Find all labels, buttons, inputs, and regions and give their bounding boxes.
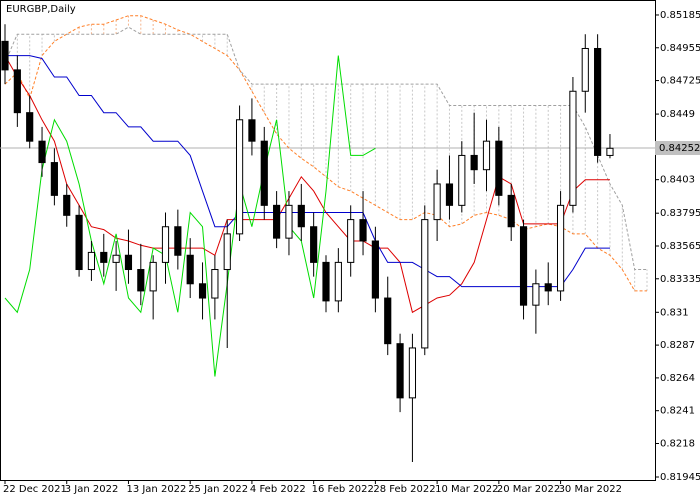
candle-body: [606, 147, 614, 156]
y-tick-label: 0.84955: [660, 43, 700, 54]
y-tick-label: 0.83565: [660, 241, 700, 252]
candle-body: [186, 254, 194, 285]
current-price-label: 0.84252: [659, 143, 700, 154]
indicator-line: [4, 15, 647, 292]
candle-body: [285, 204, 293, 239]
y-tick-label: 0.8403: [660, 175, 695, 186]
candle-body: [470, 154, 478, 171]
x-tick-label: 28 Feb 2022: [373, 484, 435, 495]
candle-body: [124, 254, 133, 271]
candle-body: [396, 343, 404, 399]
y-tick-label: 0.831: [660, 307, 689, 318]
candle-body: [248, 119, 256, 142]
candle-body: [408, 347, 417, 399]
candle-body: [297, 204, 305, 228]
x-tick-label: 4 Feb 2022: [250, 484, 306, 495]
x-tick-label: 20 Mar 2022: [497, 484, 560, 495]
candle-body: [421, 219, 429, 349]
candle-body: [211, 269, 219, 299]
indicator-line: [4, 26, 647, 270]
candle-body: [50, 162, 58, 196]
candle-body: [137, 269, 145, 292]
candle-body: [26, 112, 34, 142]
candle-body: [38, 140, 46, 164]
x-tick-label: 10 Mar 2022: [435, 484, 498, 495]
y-tick-label: 0.83335: [660, 274, 700, 285]
candle-body: [63, 194, 71, 216]
candle-body: [322, 261, 330, 302]
candle-body: [544, 283, 552, 292]
candle-body: [161, 226, 170, 263]
y-tick-label: 0.85185: [660, 10, 700, 21]
candle-body: [594, 47, 602, 156]
x-tick-label: 3 Jan 2022: [65, 484, 119, 495]
candle-body: [1, 40, 9, 71]
candle-body: [581, 47, 589, 92]
candle-body: [112, 254, 120, 263]
candle-body: [174, 226, 182, 256]
candle-body: [310, 226, 318, 263]
candle-body: [223, 233, 231, 271]
y-tick-label: 0.83795: [660, 208, 700, 219]
candle-body: [445, 183, 454, 206]
candle-body: [198, 283, 207, 299]
indicator-line: [4, 55, 610, 314]
y-tick-label: 0.81945: [660, 472, 700, 483]
candle-body: [532, 283, 540, 306]
y-tick-label: 0.8264: [660, 373, 695, 384]
candle-body: [519, 226, 528, 306]
candle-body: [235, 119, 244, 235]
x-tick-label: 13 Jan 2022: [126, 484, 186, 495]
candle-body: [347, 219, 355, 263]
y-tick-label: 0.8287: [660, 340, 695, 351]
candle-body: [482, 140, 491, 171]
x-tick-label: 16 Feb 2022: [312, 484, 374, 495]
chart-title: EURGBP,Daily: [6, 4, 76, 15]
candle-body: [495, 140, 503, 196]
candle-body: [100, 251, 108, 263]
candle-body: [556, 204, 565, 292]
candle-body: [507, 194, 515, 228]
candle-body: [75, 214, 83, 271]
y-tick-label: 0.8449: [660, 109, 695, 120]
candle-body: [433, 183, 441, 221]
indicator-line: [4, 55, 376, 377]
x-tick-label: 25 Jan 2022: [188, 484, 248, 495]
indicator-line: [5, 55, 610, 288]
plot-frame: [0, 0, 656, 481]
candle-body: [569, 90, 577, 206]
candle-body: [13, 69, 21, 114]
candle-body: [273, 204, 281, 239]
candle-body: [87, 251, 96, 271]
y-tick-label: 0.8218: [660, 438, 695, 449]
x-tick-label: 22 Dec 2021: [3, 484, 67, 495]
candle-body: [334, 261, 342, 302]
current-price-box: [655, 141, 700, 156]
candle-body: [371, 240, 379, 299]
candle-body: [359, 219, 367, 242]
candle-body: [260, 140, 268, 206]
candle-body: [458, 154, 466, 206]
y-tick-label: 0.8241: [660, 406, 695, 417]
candle-body: [149, 261, 157, 292]
candle-body: [384, 297, 392, 345]
x-tick-label: 30 Mar 2022: [559, 484, 622, 495]
y-tick-label: 0.84725: [660, 76, 700, 87]
